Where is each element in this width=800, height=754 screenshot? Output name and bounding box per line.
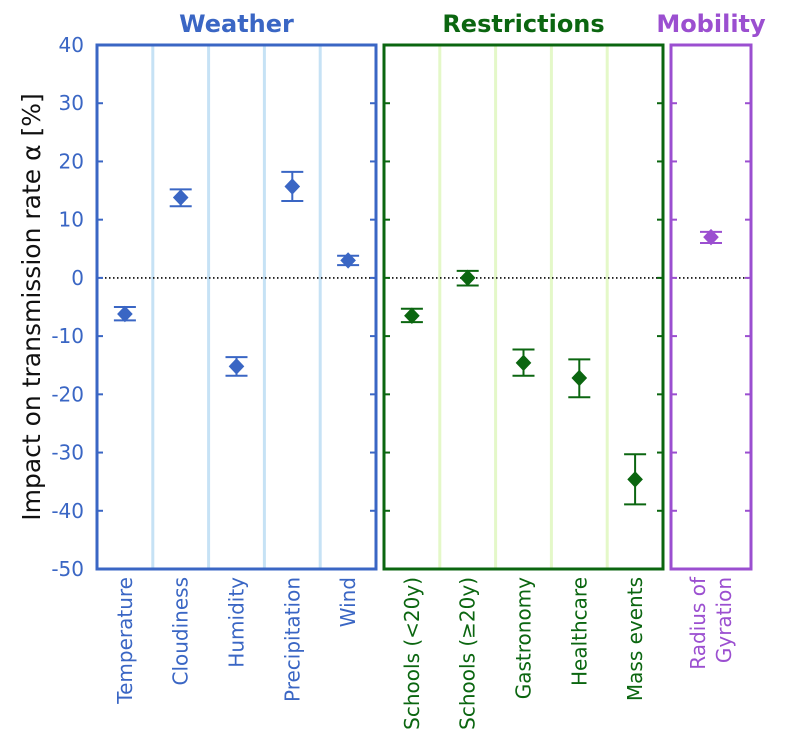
y-tick-label: -50 <box>51 557 84 581</box>
data-point <box>627 471 643 488</box>
category-label: Radius of Gyration <box>686 576 736 670</box>
y-tick-label: -30 <box>51 441 84 465</box>
category-label: Cloudiness <box>169 577 193 686</box>
data-point <box>340 252 356 269</box>
y-tick-label: 20 <box>59 149 84 173</box>
category-label: Schools (<20y) <box>400 577 424 730</box>
data-point <box>571 369 588 387</box>
category-label: Humidity <box>225 577 249 668</box>
panel-2-frame <box>669 43 753 571</box>
data-point <box>284 178 301 195</box>
y-tick-label: -40 <box>51 499 84 523</box>
category-label: Schools (≥20y) <box>456 577 480 730</box>
y-tick-label: 30 <box>59 91 84 115</box>
category-label-line: Gyration <box>712 577 736 663</box>
category-label-line: Radius of <box>686 576 710 670</box>
panel-1-frame <box>382 43 665 571</box>
panel-0-title: Weather <box>179 10 294 38</box>
y-tick-label: 10 <box>59 208 84 232</box>
y-tick-label: 0 <box>71 266 84 290</box>
y-tick-label: 40 <box>59 33 84 57</box>
panel-0-frame <box>95 43 378 571</box>
category-label: Mass events <box>623 577 647 701</box>
data-point <box>703 228 719 246</box>
data-point <box>515 354 532 372</box>
panel-2-title: Mobility <box>656 10 766 38</box>
data-point <box>459 269 476 287</box>
data-point <box>172 189 189 206</box>
category-label: Gastronomy <box>512 577 536 699</box>
y-tick-label: -10 <box>51 324 84 348</box>
data-point <box>117 305 133 323</box>
category-label: Precipitation <box>280 577 304 702</box>
panel-1-title: Restrictions <box>442 10 604 38</box>
y-tick-label: -20 <box>51 382 84 406</box>
data-point <box>228 358 245 375</box>
category-label: Temperature <box>113 577 137 705</box>
y-axis-label: Impact on transmission rate α [%] <box>17 93 46 521</box>
category-label: Healthcare <box>567 577 591 686</box>
data-point <box>404 307 420 324</box>
category-label: Wind <box>336 577 360 627</box>
